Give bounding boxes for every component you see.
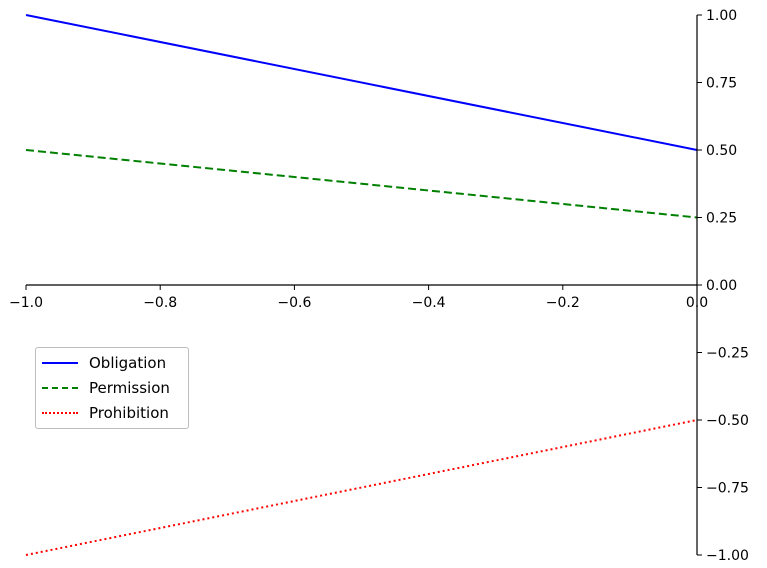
y-tick-label: 0.75: [706, 76, 737, 92]
y-tick-label: 0.00: [706, 278, 737, 294]
legend-item-prohibition: Prohibition: [36, 403, 188, 423]
legend-label-prohibition: Prohibition: [89, 404, 169, 422]
legend-swatch-prohibition: [42, 412, 78, 414]
y-tick-label: 0.50: [706, 143, 737, 159]
legend-label-obligation: Obligation: [89, 354, 167, 372]
y-tick-label: 1.00: [706, 8, 737, 24]
legend-item-obligation: Obligation: [36, 353, 188, 373]
legend-swatch-permission: [42, 387, 78, 389]
x-tick-label: −0.2: [546, 295, 580, 311]
legend: Obligation Permission Prohibition: [35, 347, 189, 429]
series-layer: [25, 14, 698, 556]
y-tick-label: −0.50: [706, 413, 749, 429]
x-tick-label: −0.8: [143, 295, 177, 311]
x-tick-label: −0.6: [277, 295, 311, 311]
y-tick-label: −0.25: [706, 346, 749, 362]
axes-layer: −1.0 −0.8 −0.6 −0.4 −0.2 0.0 1.00 0.75 0.50 0.25 0…: [9, 8, 749, 564]
legend-item-permission: Permission: [36, 378, 188, 398]
legend-swatch-obligation: [42, 362, 78, 364]
series-line-obligation: [25, 14, 698, 151]
y-tick-label: 0.25: [706, 211, 737, 227]
x-tick-label: 0.0: [686, 295, 708, 311]
x-tick-label: −0.4: [412, 295, 446, 311]
y-tick-label: −0.75: [706, 481, 749, 497]
series-line-permission: [25, 149, 698, 219]
legend-label-permission: Permission: [89, 379, 170, 397]
x-tick-label: −1.0: [9, 295, 43, 311]
series-line-prohibition: [25, 419, 698, 556]
y-tick-label: −1.00: [706, 548, 749, 564]
